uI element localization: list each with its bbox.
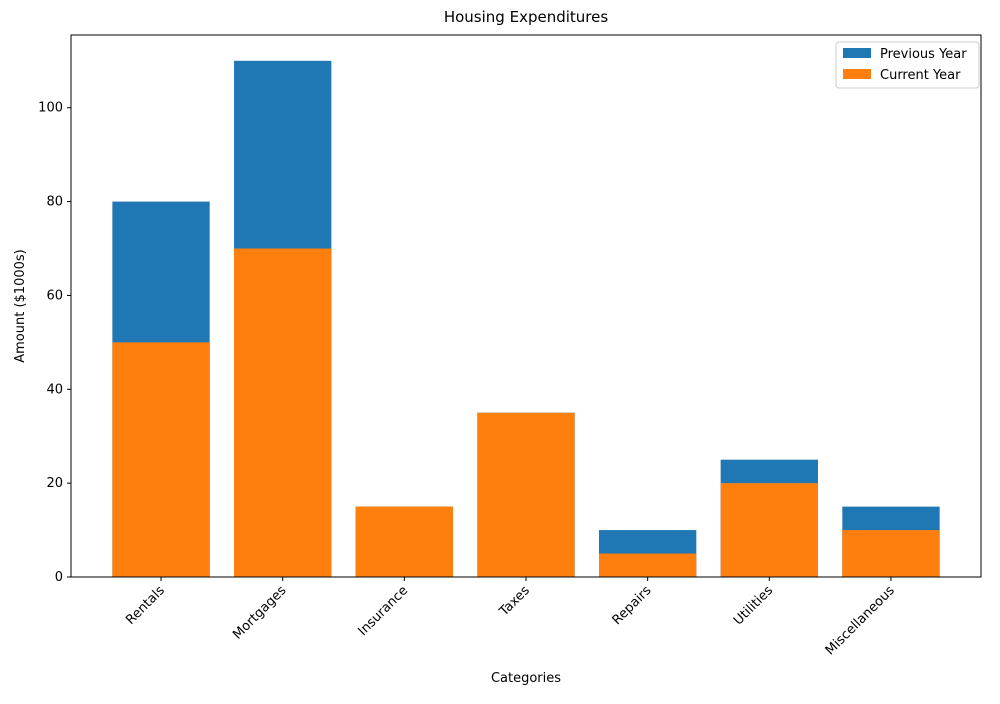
x-tick-label: Repairs [610,583,655,628]
y-tick-label: 60 [46,288,63,303]
bar [234,248,332,578]
bar [355,506,454,577]
x-tick-label: Utilities [731,583,776,628]
y-tick-label: 80 [46,195,63,210]
x-tick-label: Rentals [123,583,168,628]
y-tick-label: 100 [38,101,63,116]
plot-frame [70,34,982,578]
y-axis-label: Amount ($1000s) [13,249,28,363]
legend-swatch [843,69,871,79]
bar [842,530,940,577]
chart-title: Housing Expenditures [444,8,608,26]
x-tick-label: Mortgages [230,583,289,642]
legend-label: Current Year [880,68,961,83]
legend-swatch [843,48,871,58]
bar [720,483,818,577]
legend-label: Previous Year [880,47,967,62]
bar [477,412,575,577]
bar [112,342,210,577]
x-tick-label: Taxes [496,583,533,620]
legend [835,41,980,89]
x-axis-label: Categories [491,671,561,686]
x-tick-label: Miscellaneous [823,583,898,658]
x-tick-label: Insurance [355,583,411,639]
y-tick-label: 0 [55,570,63,585]
bar [598,553,697,577]
y-tick-label: 40 [46,382,63,397]
y-tick-label: 20 [46,476,63,491]
